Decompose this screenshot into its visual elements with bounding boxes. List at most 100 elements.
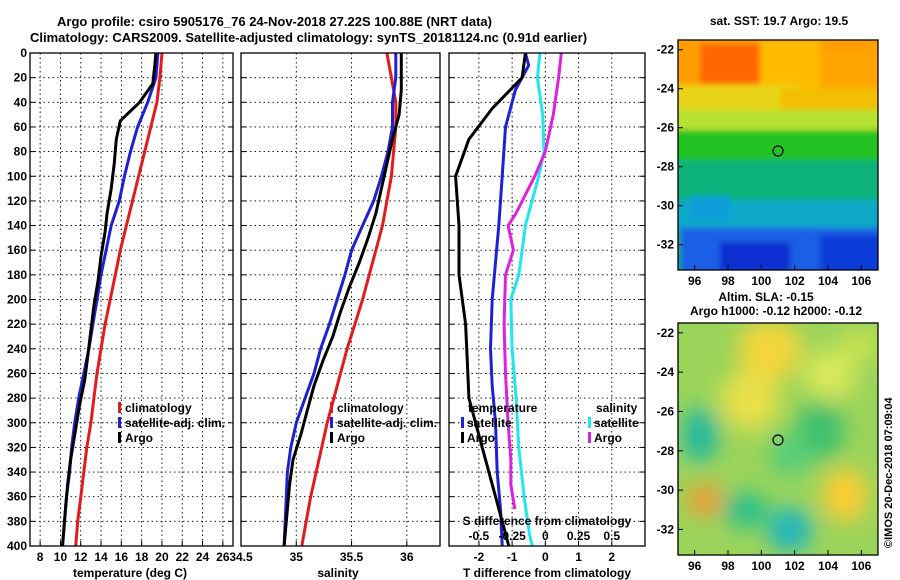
depth-tick-label: 140 — [7, 219, 27, 233]
top-tick-label: -0.5 — [469, 529, 490, 543]
map-lon-label: 98 — [721, 274, 735, 288]
top-tick-label: 0 — [542, 529, 549, 543]
series-line-argo — [61, 52, 158, 547]
depth-tick-label: 320 — [7, 440, 27, 454]
depth-tick-label: 0 — [20, 46, 27, 60]
depth-tick-label: 220 — [7, 317, 27, 331]
temperature-legend: climatology satellite-adj. clim. Argo — [118, 401, 225, 445]
depth-tick-label: 20 — [14, 71, 28, 85]
map-lat-label: -32 — [657, 522, 675, 536]
depth-tick-label: 380 — [7, 514, 27, 528]
x-tick-label: 34.5 — [229, 550, 253, 564]
x-tick-label: 2 — [608, 550, 615, 564]
legend-t-satellite: satellite — [467, 416, 512, 430]
temperature-panel: 8 10 12 14 16 18 20 22 24 26 0 20 40 60 80 100 120 140 16… — [7, 46, 234, 580]
temperature-series — [61, 52, 164, 547]
sst-map-frame — [677, 39, 879, 271]
map-lon-label: 98 — [721, 559, 735, 573]
salinity-panel: 34.5 35 35.5 36 salinity climatology satell… — [229, 52, 441, 580]
map-lon-label: 100 — [751, 559, 771, 573]
depth-tick-label: 180 — [7, 268, 27, 282]
x-tick-label: -2 — [474, 550, 485, 564]
depth-tick-label: 340 — [7, 465, 27, 479]
map-lat-label: -22 — [657, 43, 675, 57]
title-line-1: Argo profile: csiro 5905176_76 24-Nov-20… — [57, 14, 492, 29]
top-tick-label: -0.25 — [498, 529, 526, 543]
depth-tick-label: 260 — [7, 366, 27, 380]
map-lon-label: 106 — [851, 559, 871, 573]
x-tick-label: 35 — [290, 550, 304, 564]
depth-tick-label: 240 — [7, 342, 27, 356]
x-tick-label: 18 — [135, 550, 149, 564]
series-line-salinity-argo — [502, 52, 563, 510]
sla-map-frame — [677, 322, 879, 556]
depth-axis-labels: 0 20 40 60 80 100 120 140 160 180 200 220 240 260 280 3… — [7, 46, 27, 553]
sst-map-ticks: 96 98 100 102 104 106 -22 -24 -26 -28 -30 -32 — [657, 43, 872, 288]
map-lon-label: 102 — [785, 274, 805, 288]
sst-argo-marker — [772, 145, 784, 157]
sla-map: Altim. SLA: -0.15 Argo h1000: -0.12 h200… — [657, 290, 879, 573]
x-tick-label: 26 — [216, 550, 230, 564]
difference-series — [454, 52, 563, 547]
map-lon-label: 96 — [688, 559, 702, 573]
series-line-argo — [282, 53, 403, 547]
legend-swatch-satellite — [118, 417, 121, 428]
difference-x-label: T difference from climatology — [463, 566, 631, 580]
difference-ticks: -2 -1 0 1 2 -0.5 -0.25 0 0.25 0.5 — [449, 52, 645, 564]
top-tick-label: 0.25 — [567, 529, 591, 543]
map-lon-label: 100 — [751, 274, 771, 288]
depth-tick-label: 40 — [14, 95, 28, 109]
sla-map-title-1: Altim. SLA: -0.15 — [718, 290, 814, 304]
x-tick-label: 12 — [74, 550, 88, 564]
legend-s-satellite: satellite — [594, 416, 639, 430]
legend-temperature-heading: temperature — [468, 401, 538, 415]
copyright-stamp: ©IMOS 20-Dec-2018 07:09:04 — [883, 397, 895, 548]
legend-swatch-s-argo — [588, 432, 591, 443]
sla-argo-marker — [772, 434, 784, 446]
series-line-climatology — [74, 52, 164, 547]
x-tick-label: 22 — [176, 550, 190, 564]
sst-map-field — [678, 40, 878, 270]
temperature-ticks: 8 10 12 14 16 18 20 22 24 26 — [30, 52, 233, 564]
legend-swatch-satellite — [330, 417, 333, 428]
salinity-x-label: salinity — [317, 566, 359, 580]
depth-tick-label: 60 — [14, 120, 28, 134]
legend-climatology: climatology — [337, 401, 404, 415]
x-tick-label: 24 — [196, 550, 210, 564]
legend-swatch-s-satellite — [588, 417, 591, 428]
salinity-legend: climatology satellite-adj. clim. Argo — [330, 401, 437, 445]
map-lat-label: -30 — [657, 199, 675, 213]
x-tick-label: 20 — [155, 550, 169, 564]
sla-map-field — [678, 323, 878, 555]
depth-tick-label: 80 — [14, 145, 28, 159]
map-lat-label: -24 — [657, 82, 675, 96]
map-lat-label: -28 — [657, 444, 675, 458]
x-tick-label: 14 — [94, 550, 108, 564]
title-line-2: Climatology: CARS2009. Satellite-adjuste… — [30, 30, 587, 45]
legend-swatch-argo — [118, 432, 121, 443]
depth-tick-label: 400 — [7, 539, 27, 553]
series-line-salinity-satellite — [509, 52, 546, 547]
legend-swatch-climatology — [330, 402, 333, 413]
x-tick-label: 16 — [115, 550, 129, 564]
map-lat-label: -26 — [657, 121, 675, 135]
map-lon-label: 104 — [818, 559, 838, 573]
depth-tick-label: 120 — [7, 194, 27, 208]
depth-tick-label: 100 — [7, 169, 27, 183]
depth-tick-label: 160 — [7, 243, 27, 257]
x-tick-label: -1 — [507, 550, 518, 564]
legend-argo: Argo — [125, 431, 153, 445]
temperature-grid — [30, 52, 233, 547]
map-lat-label: -30 — [657, 483, 675, 497]
series-line-satellite-adj-clim- — [282, 53, 398, 547]
map-lat-label: -28 — [657, 160, 675, 174]
x-tick-label: 10 — [54, 550, 68, 564]
depth-tick-label: 300 — [7, 416, 27, 430]
depth-tick-label: 200 — [7, 293, 27, 307]
map-lon-label: 104 — [818, 274, 838, 288]
difference-top-label: S difference from climatology — [463, 514, 632, 528]
map-lat-label: -24 — [657, 365, 675, 379]
legend-s-argo: Argo — [594, 431, 622, 445]
depth-tick-label: 360 — [7, 490, 27, 504]
map-lat-label: -22 — [657, 326, 675, 340]
